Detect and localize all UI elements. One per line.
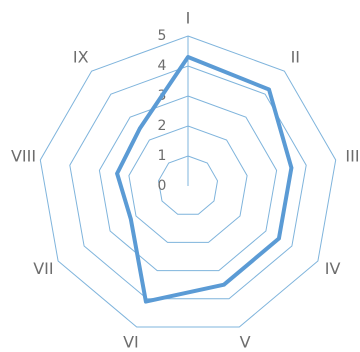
data-point-III (289, 166, 294, 170)
grid-ring-5 (39, 35, 337, 328)
category-label-i: I (186, 9, 191, 28)
tick-label: 1 (158, 148, 167, 164)
tick-label: 4 (158, 58, 167, 74)
category-label-vii: VII (33, 259, 53, 278)
radar-grid (39, 35, 337, 328)
data-point-VI (144, 299, 148, 304)
data-point-VII (129, 217, 133, 221)
grid-ring-1 (157, 155, 219, 215)
tick-label: 5 (158, 28, 167, 44)
category-label-v: V (240, 332, 251, 351)
data-point-V (222, 282, 226, 287)
data-point-II (267, 87, 271, 92)
category-label-ix: IX (73, 48, 89, 67)
tick-label: 0 (158, 178, 167, 194)
grid-ring-3 (98, 95, 278, 272)
category-label-viii: VIII (11, 147, 36, 166)
category-label-iii: III (345, 147, 359, 166)
category-label-iv: IV (325, 259, 341, 278)
category-label-vi: VI (123, 332, 139, 351)
grid-ring-2 (128, 125, 248, 243)
data-point-IV (277, 236, 281, 241)
data-point-I (186, 55, 190, 59)
series-line (115, 55, 294, 304)
data-point-VIII (115, 171, 119, 176)
tick-label: 2 (158, 118, 167, 134)
data-point-IX (138, 126, 142, 131)
category-label-ii: II (291, 48, 300, 67)
grid-ring-4 (69, 65, 307, 300)
radar-series-layer (115, 55, 294, 304)
